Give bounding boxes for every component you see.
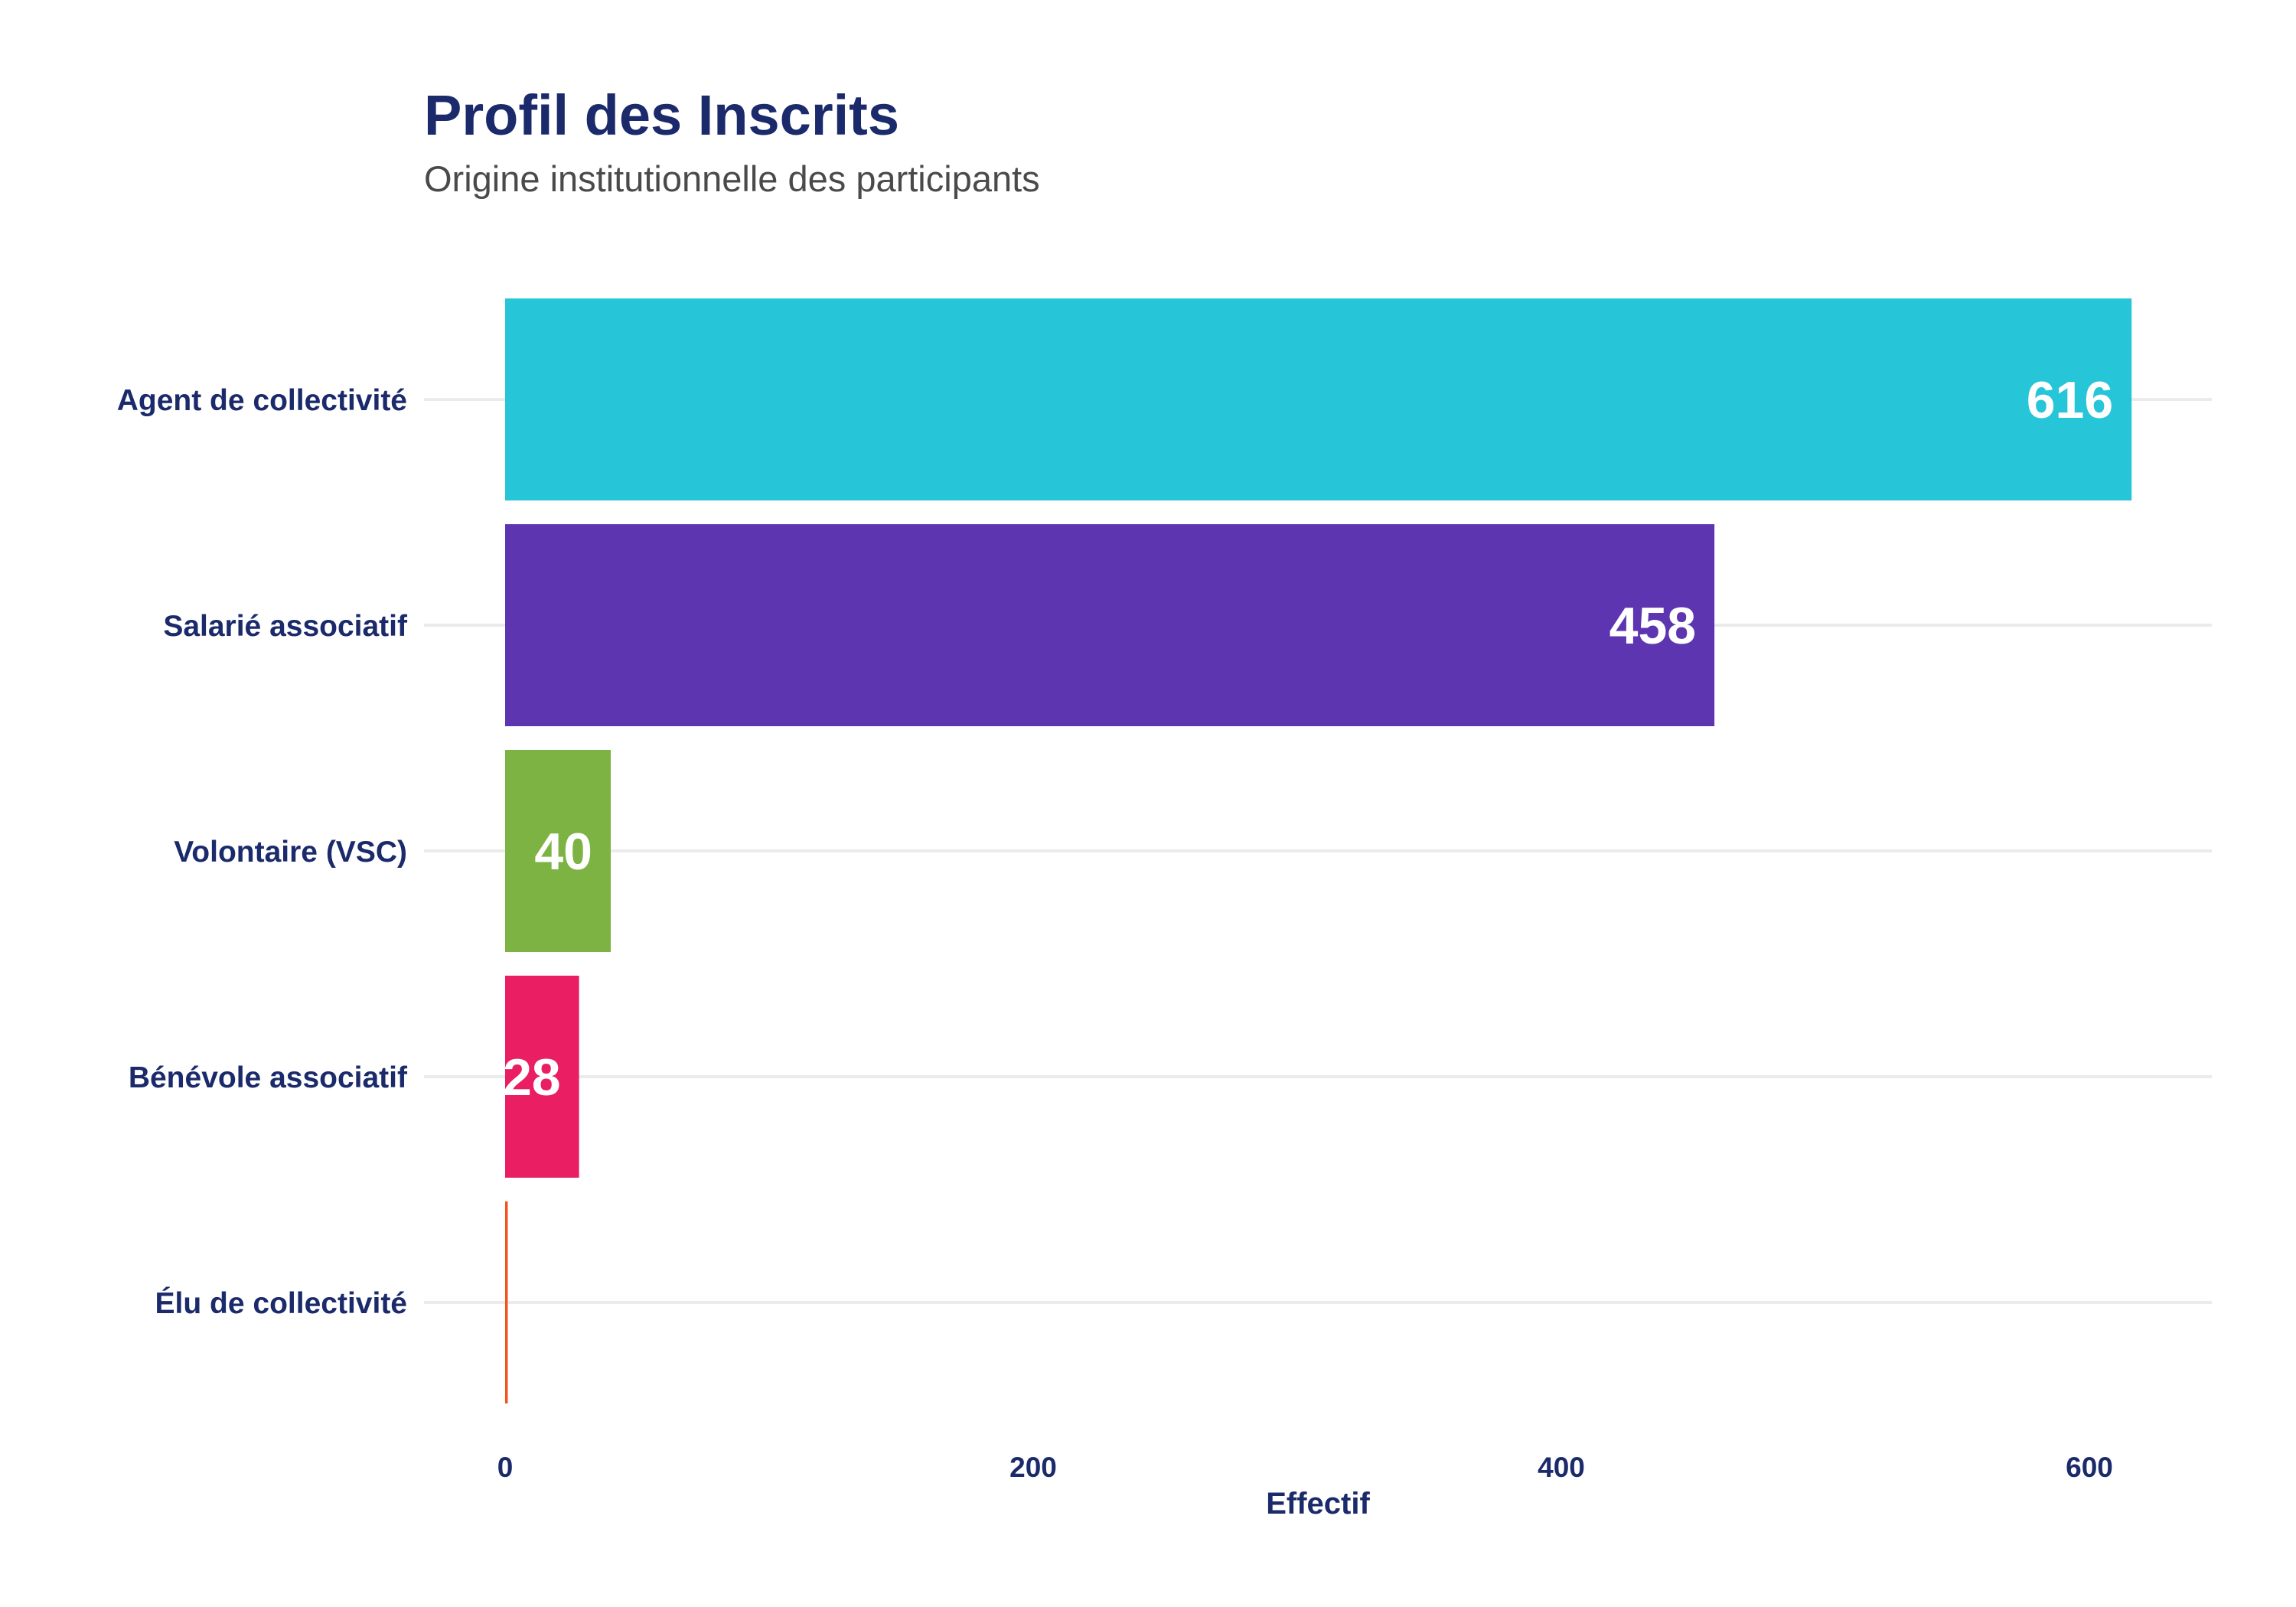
x-tick-label-0: 0	[497, 1452, 514, 1483]
bar-row-2	[505, 524, 1715, 726]
x-tick-label-200: 200	[1009, 1452, 1057, 1483]
value-label-row-1: 616	[2027, 371, 2113, 429]
bar-row-3	[505, 750, 611, 952]
chart-title: Profil des Inscrits	[424, 83, 899, 147]
bar-row-5	[505, 1201, 508, 1403]
category-label-row-3: Volontaire (VSC)	[174, 836, 407, 869]
category-label-row-5: Élu de collectivité	[155, 1286, 407, 1320]
chart-subtitle: Origine institutionnelle des participant…	[424, 158, 1040, 199]
x-axis-title: Effectif	[1266, 1487, 1370, 1521]
category-label-row-2: Salarié associatif	[163, 610, 408, 643]
value-label-row-2: 458	[1609, 597, 1696, 655]
bar-row-1	[505, 298, 2132, 500]
bars	[505, 298, 2132, 1403]
x-tick-label-600: 600	[2066, 1452, 2113, 1483]
category-labels: Agent de collectivité Salarié associatif V…	[117, 384, 408, 1320]
category-label-row-1: Agent de collectivité	[117, 384, 407, 417]
x-axis-ticks: 0 200 400 600	[497, 1452, 2113, 1483]
bar-row-4	[505, 976, 579, 1178]
value-label-row-3: 40	[534, 823, 592, 881]
category-label-row-4: Bénévole associatif	[129, 1061, 408, 1094]
value-label-row-4: 28	[503, 1048, 561, 1107]
x-tick-label-400: 400	[1538, 1452, 1585, 1483]
value-labels: 616 458 40 28	[503, 371, 2113, 1107]
